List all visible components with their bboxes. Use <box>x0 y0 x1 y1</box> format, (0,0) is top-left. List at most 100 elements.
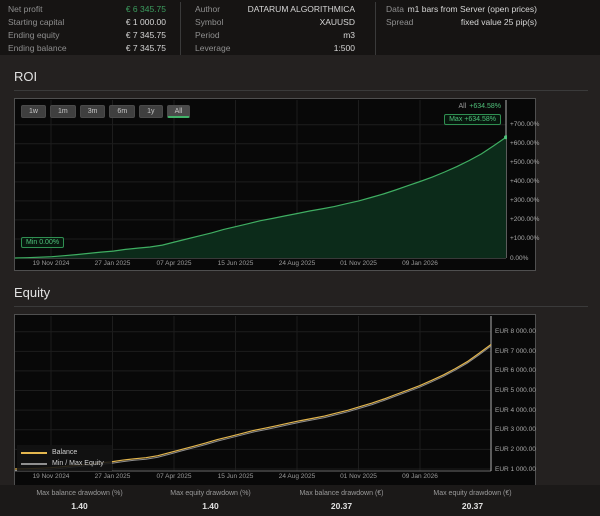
x-tick-label: 15 Jun 2025 <box>217 473 254 480</box>
drawdown-stat-label: Max equity drawdown (%) <box>170 490 251 497</box>
drawdown-stat-value: 20.37 <box>330 501 353 511</box>
timeframe-button-1y[interactable]: 1y <box>139 105 163 118</box>
summary-table: Net profit € 6 345.75 Starting capital € 1 … <box>0 0 600 55</box>
y-tick-label: EUR 6 000.00 <box>495 367 536 375</box>
roi-min-badge: Min 0.00% <box>21 237 65 248</box>
summary-value: € 7 345.75 <box>125 42 166 53</box>
drawdown-stat-label: Max balance drawdown (€) <box>299 490 384 497</box>
summary-label: Period <box>195 29 220 40</box>
drawdown-stat-label: Max balance drawdown (%) <box>36 490 123 497</box>
y-tick-label: EUR 8 000.00 <box>495 328 536 336</box>
timeframe-button-6m[interactable]: 6m <box>109 105 136 118</box>
y-tick-label: +300.00% <box>510 197 540 205</box>
x-tick-label: 07 Apr 2025 <box>156 473 192 480</box>
x-tick-label: 01 Nov 2025 <box>340 260 377 267</box>
y-tick-label: EUR 5 000.00 <box>495 387 536 395</box>
summary-value: m3 <box>343 29 355 40</box>
x-tick-label: 01 Nov 2025 <box>340 473 377 480</box>
legend-entry-balance[interactable]: Balance <box>21 449 104 456</box>
equity-divider <box>14 306 588 307</box>
roi-max-badge: Max +634.58% <box>444 114 501 125</box>
summary-row: Period m3 <box>195 28 355 41</box>
timeframe-button-3m[interactable]: 3m <box>79 105 106 118</box>
summary-label: Data <box>386 3 404 14</box>
summary-value: XAUUSD <box>319 16 355 27</box>
legend-entry-minmax-equity[interactable]: Min / Max Equity <box>21 460 104 467</box>
roi-all-label: All <box>458 103 467 110</box>
x-tick-label: 24 Aug 2025 <box>278 473 316 480</box>
drawdown-stat: Max equity drawdown (%) 1.40 <box>145 485 276 516</box>
x-tick-label: 09 Jan 2026 <box>402 473 438 480</box>
y-tick-label: +400.00% <box>510 178 540 186</box>
y-tick-label: +200.00% <box>510 216 540 224</box>
summary-value: € 1 000.00 <box>125 16 166 27</box>
x-tick-label: 09 Jan 2026 <box>402 260 438 267</box>
summary-label: Spread <box>386 16 414 27</box>
drawdown-stat-value: 20.37 <box>461 501 484 511</box>
summary-label: Ending balance <box>8 42 67 53</box>
summary-row: Ending balance € 7 345.75 <box>8 41 166 54</box>
x-tick-label: 07 Apr 2025 <box>156 260 192 267</box>
drawdown-stat-value: 1.40 <box>202 501 219 511</box>
x-tick-label: 27 Jan 2025 <box>94 473 131 480</box>
x-tick-label: 19 Nov 2024 <box>32 473 70 480</box>
summary-label: Starting capital <box>8 16 65 27</box>
y-tick-label: EUR 1 000.00 <box>495 465 536 473</box>
timeframe-button-bar: 1w 1m 3m 6m 1y All <box>21 105 191 118</box>
legend-swatch <box>21 451 47 454</box>
summary-row: Leverage 1:500 <box>195 41 355 54</box>
summary-label: Author <box>195 3 221 14</box>
drawdown-stat-value: 1.40 <box>71 501 88 511</box>
roi-all-value: +634.58% <box>469 103 501 110</box>
equity-section-title: Equity <box>14 285 51 300</box>
summary-label: Symbol <box>195 16 224 27</box>
y-tick-label: EUR 2 000.00 <box>495 445 536 453</box>
y-tick-label: +600.00% <box>510 140 540 148</box>
summary-value: DATARUM ALGORITHMICA <box>247 3 355 14</box>
summary-label: Ending equity <box>8 29 60 40</box>
roi-all-readout: All +634.58% <box>458 103 501 110</box>
x-tick-label: 15 Jun 2025 <box>217 260 254 267</box>
equity-chart-panel: Balance Min / Max Equity EUR 8 000.00 EUR … <box>14 314 536 486</box>
timeframe-button-1m[interactable]: 1m <box>49 105 76 118</box>
y-tick-label: +500.00% <box>510 159 540 167</box>
y-tick-label: 0.00% <box>510 254 529 262</box>
summary-value: m1 bars from Server (open prices) <box>407 3 537 14</box>
legend-label: Balance <box>52 449 78 456</box>
y-tick-label: EUR 4 000.00 <box>495 406 536 414</box>
summary-label: Leverage <box>195 42 231 53</box>
summary-column-profit: Net profit € 6 345.75 Starting capital € 1 … <box>0 2 180 55</box>
x-tick-label: 24 Aug 2025 <box>278 260 316 267</box>
summary-value: fixed value 25 pip(s) <box>460 16 537 27</box>
summary-column-data: Data m1 bars from Server (open prices) Spr… <box>375 2 600 55</box>
y-tick-label: EUR 3 000.00 <box>495 426 536 434</box>
summary-row: Data m1 bars from Server (open prices) <box>386 2 537 15</box>
roi-divider <box>14 90 588 91</box>
x-tick-label: 27 Jan 2025 <box>94 260 131 267</box>
x-tick-label: 19 Nov 2024 <box>32 260 70 267</box>
drawdown-stat: Max equity drawdown (€) 20.37 <box>407 485 538 516</box>
y-tick-label: +100.00% <box>510 235 540 243</box>
timeframe-button-1w[interactable]: 1w <box>21 105 46 118</box>
drawdown-stat: Max balance drawdown (%) 1.40 <box>14 485 145 516</box>
summary-value: € 7 345.75 <box>125 29 166 40</box>
legend-swatch <box>21 462 47 465</box>
drawdown-stats-bar: Max balance drawdown (%) 1.40 Max equity d… <box>0 485 600 516</box>
y-tick-label: EUR 7 000.00 <box>495 347 536 355</box>
roi-chart-plot[interactable] <box>15 100 507 259</box>
summary-row: Symbol XAUUSD <box>195 15 355 28</box>
legend-label: Min / Max Equity <box>52 460 104 467</box>
drawdown-stat: Max balance drawdown (€) 20.37 <box>276 485 407 516</box>
summary-row: Ending equity € 7 345.75 <box>8 28 166 41</box>
summary-row: Author DATARUM ALGORITHMICA <box>195 2 355 15</box>
roi-chart-panel: 1w 1m 3m 6m 1y All All +634.58% Max +634.58% M… <box>14 98 540 271</box>
timeframe-button-all[interactable]: All <box>166 105 191 118</box>
summary-value: € 6 345.75 <box>125 3 166 14</box>
summary-row: Net profit € 6 345.75 <box>8 2 166 15</box>
summary-value: 1:500 <box>333 42 355 53</box>
roi-section-title: ROI <box>14 69 38 84</box>
summary-row: Spread fixed value 25 pip(s) <box>386 15 537 28</box>
summary-label: Net profit <box>8 3 43 14</box>
equity-legend: Balance Min / Max Equity <box>17 445 112 471</box>
drawdown-stat-label: Max equity drawdown (€) <box>433 490 512 497</box>
